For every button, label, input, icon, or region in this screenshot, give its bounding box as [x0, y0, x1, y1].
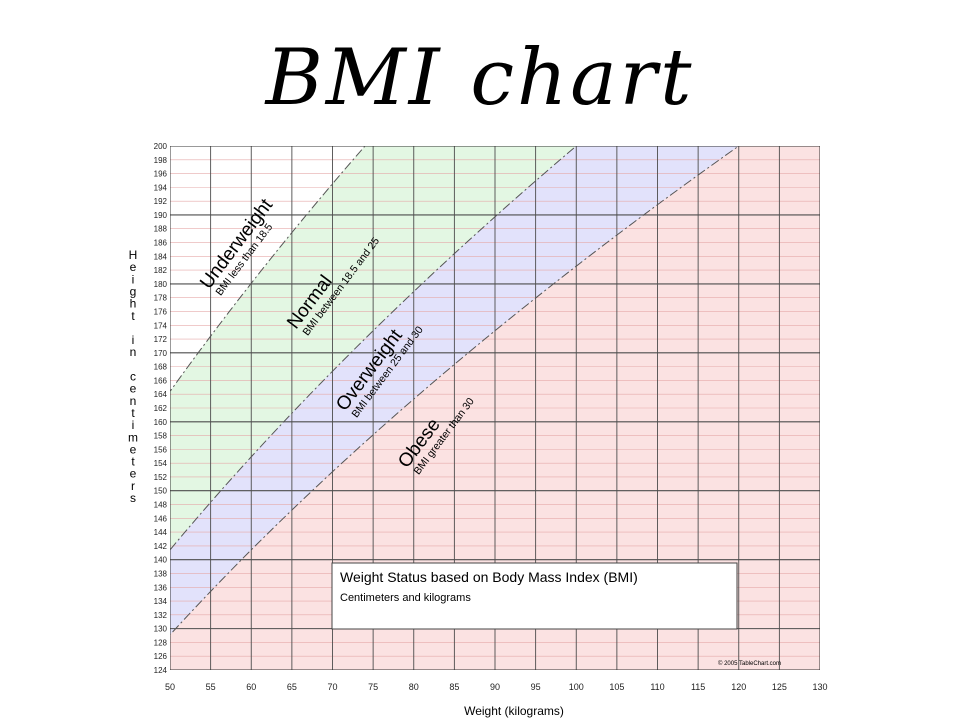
- y-tick-label: 140: [154, 556, 168, 565]
- copyright-credit: © 2005 TableChart.com: [718, 660, 781, 667]
- y-tick-label: 134: [154, 597, 168, 606]
- y-tick-label: 148: [154, 501, 168, 510]
- x-tick-label: 80: [409, 682, 419, 692]
- zone-underweight-fill: [170, 146, 365, 392]
- y-label-letter: e: [130, 382, 137, 396]
- y-tick-label: 172: [154, 335, 168, 344]
- y-label-letter: s: [130, 491, 136, 505]
- y-tick-label: 128: [154, 638, 168, 647]
- y-tick-label: 144: [154, 528, 168, 537]
- y-tick-label: 170: [154, 349, 168, 358]
- y-tick-label: 198: [154, 156, 168, 165]
- y-tick-label: 136: [154, 583, 168, 592]
- y-tick-label: 126: [154, 652, 168, 661]
- y-label-letter: e: [130, 467, 137, 481]
- x-tick-label: 115: [691, 682, 705, 692]
- x-tick-label: 95: [531, 682, 541, 692]
- y-tick-label: 184: [154, 252, 168, 261]
- x-tick-label: 65: [287, 682, 297, 692]
- x-tick-label: 75: [368, 682, 378, 692]
- x-tick-label: 50: [165, 682, 175, 692]
- y-tick-label: 124: [154, 666, 168, 675]
- y-label-letter: c: [130, 370, 136, 384]
- y-tick-label: 142: [154, 542, 168, 551]
- y-tick-label: 152: [154, 473, 168, 482]
- bmi-25-boundary: [170, 146, 577, 551]
- x-tick-label: 125: [772, 682, 787, 692]
- x-tick-label: 105: [609, 682, 624, 692]
- x-tick-label: 70: [327, 682, 337, 692]
- y-tick-label: 154: [154, 459, 168, 468]
- y-label-letter: t: [131, 455, 135, 469]
- bmi-30-boundary: [170, 146, 740, 636]
- y-label-letter: m: [128, 430, 138, 444]
- title-box: Weight Status based on Body Mass Index (…: [331, 562, 738, 630]
- bmi-18.5-boundary: [170, 146, 366, 393]
- y-tick-label: 156: [154, 445, 168, 454]
- y-tick-label: 130: [154, 625, 168, 634]
- y-label-letter: r: [131, 479, 135, 493]
- y-tick-label: 196: [154, 170, 168, 179]
- y-tick-label: 150: [154, 487, 168, 496]
- chart-title: Weight Status based on Body Mass Index (…: [340, 569, 638, 585]
- y-tick-label: 182: [154, 266, 168, 275]
- chart-subtitle: Centimeters and kilograms: [340, 592, 471, 604]
- y-tick-label: 162: [154, 404, 168, 413]
- y-tick-label: 132: [154, 611, 168, 620]
- x-axis-label: Weight (kilograms): [464, 704, 564, 718]
- y-tick-label: 138: [154, 569, 168, 578]
- x-tick-label: 100: [569, 682, 584, 692]
- y-tick-label: 158: [154, 432, 168, 441]
- y-tick-label: 160: [154, 418, 168, 427]
- y-tick-label: 178: [154, 294, 168, 303]
- y-label-letter: e: [130, 260, 137, 274]
- x-tick-label: 110: [650, 682, 664, 692]
- x-tick-label: 85: [449, 682, 459, 692]
- y-label-letter: n: [130, 345, 137, 359]
- x-tick-label: 130: [812, 682, 827, 692]
- slide-title: BMI chart: [265, 33, 695, 123]
- y-label-letter: i: [132, 333, 135, 347]
- x-tick-label: 90: [490, 682, 500, 692]
- y-tick-label: 190: [154, 211, 168, 220]
- x-tick-label: 60: [246, 682, 256, 692]
- x-tick-label: 120: [731, 682, 746, 692]
- y-label-letter: g: [130, 284, 137, 298]
- y-tick-label: 192: [154, 197, 168, 206]
- y-label-letter: e: [130, 442, 137, 456]
- y-tick-label: 188: [154, 225, 168, 234]
- y-tick-label: 174: [154, 321, 168, 330]
- y-tick-label: 186: [154, 239, 168, 248]
- y-tick-label: 164: [154, 390, 168, 399]
- y-tick-label: 166: [154, 376, 168, 385]
- x-tick-label: 55: [206, 682, 216, 692]
- y-tick-label: 200: [154, 142, 168, 151]
- y-label-letter: t: [131, 309, 135, 323]
- y-label-letter: h: [130, 297, 137, 311]
- y-tick-label: 146: [154, 514, 168, 523]
- y-label-letter: i: [132, 418, 135, 432]
- y-label-letter: n: [130, 394, 137, 408]
- y-tick-label: 176: [154, 307, 168, 316]
- y-label-letter: t: [131, 406, 135, 420]
- y-tick-label: 180: [154, 280, 168, 289]
- y-tick-label: 194: [154, 183, 168, 192]
- y-label-letter: H: [129, 248, 138, 262]
- y-tick-label: 168: [154, 363, 168, 372]
- y-label-letter: i: [132, 272, 135, 286]
